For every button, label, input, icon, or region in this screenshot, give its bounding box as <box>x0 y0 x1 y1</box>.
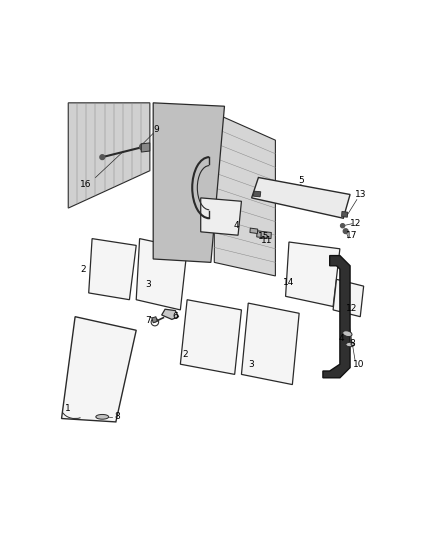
Text: 1: 1 <box>65 404 71 413</box>
Text: 10: 10 <box>353 360 364 369</box>
Text: 8: 8 <box>114 413 120 421</box>
Text: 3: 3 <box>249 360 254 369</box>
Text: 8: 8 <box>349 340 355 349</box>
Text: 14: 14 <box>283 278 295 287</box>
Polygon shape <box>68 103 150 208</box>
Polygon shape <box>152 317 157 323</box>
Polygon shape <box>88 239 136 300</box>
Polygon shape <box>257 231 271 239</box>
Text: 7: 7 <box>145 316 151 325</box>
Polygon shape <box>286 242 340 306</box>
Text: 13: 13 <box>354 190 366 199</box>
Polygon shape <box>141 143 150 152</box>
Text: 5: 5 <box>298 176 304 185</box>
Text: 2: 2 <box>81 265 86 273</box>
Text: 2: 2 <box>183 350 188 359</box>
Polygon shape <box>61 317 136 422</box>
Text: 17: 17 <box>346 231 357 240</box>
Circle shape <box>100 155 105 159</box>
Polygon shape <box>323 256 350 378</box>
Polygon shape <box>342 212 348 217</box>
Polygon shape <box>241 303 299 385</box>
Text: 6: 6 <box>173 312 178 321</box>
Polygon shape <box>153 103 224 262</box>
Polygon shape <box>253 191 261 197</box>
Circle shape <box>341 224 345 228</box>
Polygon shape <box>214 113 276 276</box>
Text: 4: 4 <box>339 334 344 343</box>
Ellipse shape <box>343 331 352 336</box>
Polygon shape <box>201 198 241 235</box>
Text: 12: 12 <box>346 304 357 313</box>
Text: 16: 16 <box>80 180 91 189</box>
Polygon shape <box>251 177 350 218</box>
Polygon shape <box>250 228 258 233</box>
Text: 3: 3 <box>145 280 151 289</box>
Ellipse shape <box>346 342 354 347</box>
Polygon shape <box>162 309 179 319</box>
Polygon shape <box>136 239 187 310</box>
Ellipse shape <box>96 415 109 419</box>
Text: 15: 15 <box>258 232 269 241</box>
Polygon shape <box>333 279 364 317</box>
Text: 11: 11 <box>261 236 273 245</box>
Circle shape <box>140 143 146 150</box>
Circle shape <box>343 229 348 233</box>
Polygon shape <box>180 300 241 374</box>
Text: 4: 4 <box>233 221 239 230</box>
Text: 12: 12 <box>350 219 361 228</box>
Text: 9: 9 <box>154 125 159 134</box>
